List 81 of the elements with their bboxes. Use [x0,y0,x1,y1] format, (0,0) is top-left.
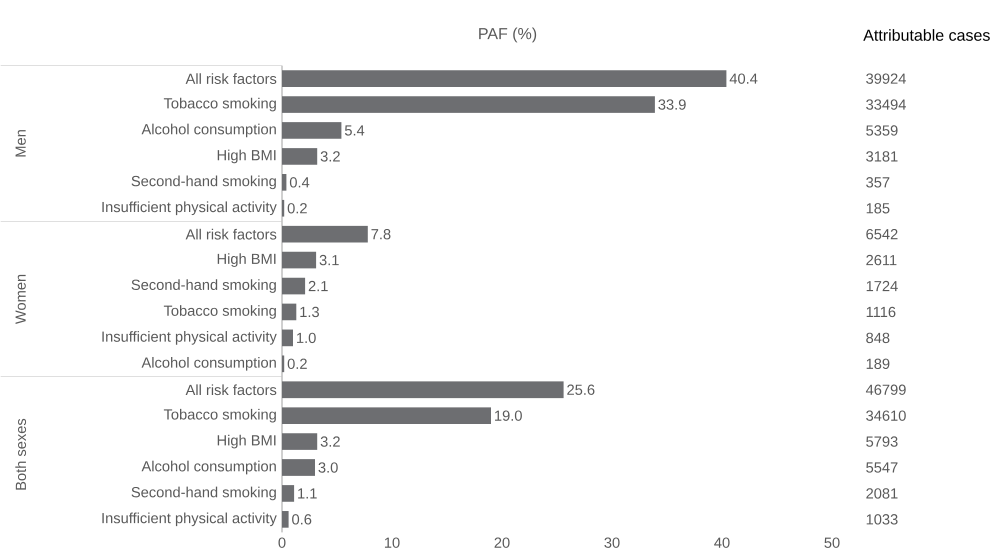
data-label: 0.2 [288,358,307,369]
data-label: 0.6 [292,514,312,525]
chart-title: PAF (%) [479,28,536,42]
y2-tick-label: 2081 [866,488,898,499]
y-tick-label: Second-hand smoking [132,279,276,293]
data-label: 0.2 [288,203,307,214]
x-tick-label: 40 [714,537,730,548]
y2-tick-label: 5359 [866,125,898,136]
bar [282,226,368,243]
y-tick-label: High BMI [218,434,276,448]
x-tick-label: 20 [494,537,510,548]
data-label: 2.1 [308,280,328,292]
text: Women [16,274,26,324]
bar [282,485,294,502]
y-tick-label: All risk factors [186,73,276,84]
bar [282,511,289,528]
text: Both sexes [15,418,26,490]
y2-tick-label: 1116 [866,306,896,318]
data-label: 1.1 [298,488,317,498]
y2-tick-label: 6542 [866,229,898,240]
x-tick-label: 50 [824,537,840,548]
data-label: 3.2 [320,436,340,447]
y-tick-label: Second-hand smoking [132,486,276,500]
y2-tick-label: 39924 [866,73,906,84]
bar [282,148,318,165]
y-tick-label: All risk factors [186,228,276,240]
y2-tick-label: 33494 [866,99,906,110]
data-label: 1.0 [297,332,316,344]
y2-tick-label: 5547 [866,462,898,473]
y2-tick-label: 1724 [866,280,898,292]
y-tick-label: High BMI [218,150,276,164]
bar [282,304,296,320]
x-tick-label: 10 [384,537,400,548]
text: Men [16,130,26,156]
y-tick-label: Alcohol consumption [142,460,276,474]
data-label: 1.3 [300,306,319,318]
bar [282,278,306,294]
bar [282,96,655,113]
y2-tick-label: 848 [866,332,890,344]
bar [282,252,316,268]
data-label: 33.9 [658,99,686,110]
data-label: 3.0 [318,462,338,473]
y-tick-label: Tobacco smoking [164,408,276,422]
y-tick-label: High BMI [218,253,276,267]
bar [282,433,318,450]
x-tick-label: 30 [604,537,620,548]
y-tick-label: All risk factors [186,384,276,396]
data-label: 19.0 [495,410,522,421]
bar [282,70,726,87]
y2-tick-label: 189 [866,358,890,369]
y2-tick-label: 5793 [866,436,898,447]
data-label: 0.4 [290,177,310,188]
data-label: 25.6 [567,384,594,395]
y-tick-label: Alcohol consumption [142,124,276,138]
bar [282,407,491,424]
bar [282,459,316,476]
y-tick-label: Tobacco smoking [164,98,276,112]
y-tick-label: Insufficient physical activity [102,201,277,216]
y2-tick-label: 185 [866,203,890,214]
y2-tick-label: 34610 [866,410,906,421]
y-tick-label: Alcohol consumption [142,356,276,371]
data-label: 3.2 [320,151,340,162]
y2-tick-label: 2611 [866,254,896,266]
bar [282,174,286,191]
data-label: 40.4 [730,73,758,84]
y-tick-label: Insufficient physical activity [102,512,277,526]
bar [282,330,294,346]
y2-axis-title: Attributable cases [863,29,990,41]
bar [282,381,564,398]
bar [282,122,342,139]
y2-tick-label: 1033 [866,514,898,525]
data-label: 7.8 [371,229,390,240]
y-tick-label: Second-hand smoking [132,175,276,190]
y-tick-label: Insufficient physical activity [102,331,277,345]
x-tick-label: 0 [278,537,286,548]
y2-tick-label: 46799 [866,384,906,395]
y2-tick-label: 357 [866,177,890,188]
data-label: 3.1 [320,254,339,266]
y-tick-label: Tobacco smoking [164,305,276,319]
data-label: 5.4 [344,125,364,136]
y2-tick-label: 3181 [866,151,898,162]
